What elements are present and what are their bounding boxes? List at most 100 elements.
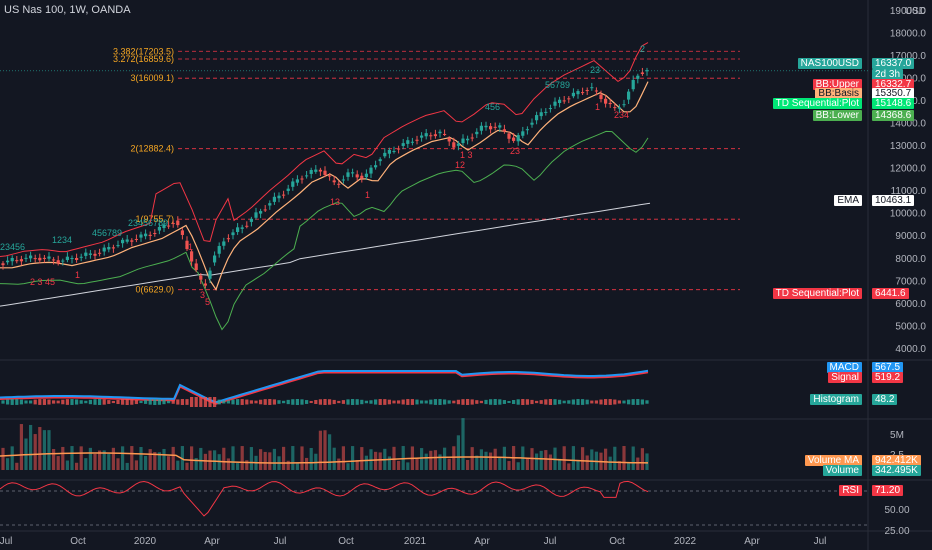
volume-bar bbox=[295, 462, 299, 470]
candle-body bbox=[226, 238, 230, 240]
macd-histogram-bar bbox=[185, 399, 189, 405]
volume-bar bbox=[245, 460, 249, 470]
macd-histogram-bar bbox=[240, 399, 244, 405]
volume-bar bbox=[590, 449, 594, 470]
macd-histogram-bar bbox=[268, 399, 272, 405]
macd-histogram-bar bbox=[213, 397, 217, 407]
volume-bar bbox=[424, 453, 428, 470]
candle-body bbox=[383, 152, 387, 157]
volume-bar bbox=[420, 448, 424, 470]
macd-histogram-bar bbox=[351, 399, 355, 405]
td-count-green: 1234 bbox=[52, 235, 72, 245]
candle-body bbox=[484, 125, 488, 128]
macd-histogram-bar bbox=[1, 400, 5, 404]
candle-body bbox=[507, 133, 511, 139]
td-count-red: 1 bbox=[595, 102, 600, 112]
candle-body bbox=[38, 257, 42, 261]
td-count-red: 234 bbox=[614, 110, 629, 120]
candle-body bbox=[622, 104, 626, 106]
td-count-green: 456 bbox=[485, 102, 500, 112]
candle-body bbox=[613, 107, 617, 109]
macd-histogram-bar bbox=[512, 400, 516, 404]
volume-bar bbox=[604, 448, 608, 470]
td-count-red: 23 bbox=[510, 146, 520, 156]
macd-tag-label: MACD bbox=[826, 362, 862, 373]
time-tick-label: Apr bbox=[744, 536, 760, 547]
volume-bar bbox=[443, 447, 447, 470]
candle-body bbox=[61, 260, 65, 262]
volume-bar bbox=[226, 458, 230, 470]
volume-bar bbox=[19, 424, 23, 470]
macd-histogram-bar bbox=[38, 399, 42, 405]
candle-body bbox=[599, 94, 603, 100]
candle-body bbox=[286, 188, 290, 191]
volume-bar bbox=[456, 435, 460, 470]
candle-body bbox=[461, 138, 465, 144]
volume-bar bbox=[640, 448, 644, 470]
candle-body bbox=[93, 253, 97, 256]
candle-body bbox=[153, 233, 157, 235]
volume-tag-value: 342.495K bbox=[872, 465, 921, 476]
candle-body bbox=[88, 253, 92, 255]
price-tag-label: TD Sequential:Plot bbox=[772, 98, 862, 109]
macd-histogram-bar bbox=[328, 399, 332, 405]
candle-body bbox=[369, 167, 373, 174]
candle-body bbox=[456, 143, 460, 146]
time-tick-label: Jul bbox=[274, 536, 287, 547]
candle-body bbox=[98, 252, 102, 254]
candle-body bbox=[346, 172, 350, 177]
candle-body bbox=[277, 195, 281, 199]
macd-histogram-bar bbox=[622, 400, 626, 404]
candle-body bbox=[452, 142, 456, 148]
candle-body bbox=[594, 90, 598, 92]
volume-bar bbox=[516, 462, 520, 470]
candle-body bbox=[332, 180, 336, 183]
candle-body bbox=[539, 112, 543, 117]
macd-histogram-bar bbox=[608, 399, 612, 405]
candle-body bbox=[203, 283, 207, 286]
macd-histogram-bar bbox=[539, 400, 543, 404]
volume-bar bbox=[88, 447, 92, 470]
volume-bar bbox=[539, 450, 543, 470]
macd-histogram-bar bbox=[406, 399, 410, 405]
macd-histogram-bar bbox=[525, 399, 529, 405]
price-tag-label: EMA bbox=[834, 195, 862, 206]
macd-histogram-bar bbox=[65, 399, 69, 405]
fib-level-label: 3.382(17203.5) bbox=[113, 46, 174, 56]
macd-histogram-bar bbox=[360, 399, 364, 405]
macd-histogram-bar bbox=[323, 399, 327, 405]
macd-histogram-bar bbox=[79, 400, 83, 404]
macd-histogram-bar bbox=[153, 399, 157, 405]
macd-histogram-bar bbox=[144, 400, 148, 404]
bb-upper-line bbox=[0, 42, 649, 257]
rsi-tag-label: RSI bbox=[839, 485, 862, 496]
candle-body bbox=[24, 257, 28, 259]
candle-body bbox=[84, 252, 88, 256]
macd-tag-value: 567.5 bbox=[872, 362, 904, 373]
volume-bar bbox=[447, 458, 451, 470]
volume-bar bbox=[162, 448, 166, 470]
candle-body bbox=[429, 135, 433, 137]
candle-body bbox=[213, 255, 217, 263]
candle-body bbox=[79, 256, 83, 258]
volume-bar bbox=[645, 453, 649, 470]
candle-body bbox=[33, 258, 37, 260]
macd-histogram-bar bbox=[107, 400, 111, 404]
volume-bar bbox=[489, 452, 493, 470]
macd-histogram-bar bbox=[479, 400, 483, 404]
volume-bar bbox=[507, 461, 511, 470]
price-tag-value: 10463.1 bbox=[872, 195, 915, 206]
candle-body bbox=[314, 169, 318, 172]
macd-histogram-bar bbox=[226, 400, 230, 404]
volume-axis-label: 5M bbox=[890, 430, 904, 441]
candle-body bbox=[571, 92, 575, 97]
macd-histogram-bar bbox=[272, 399, 276, 405]
candle-body bbox=[15, 260, 19, 262]
candle-body bbox=[392, 151, 396, 153]
macd-histogram-bar bbox=[364, 400, 368, 404]
volume-bar bbox=[10, 446, 14, 470]
candle-body bbox=[323, 170, 327, 175]
volume-bar bbox=[199, 447, 203, 470]
